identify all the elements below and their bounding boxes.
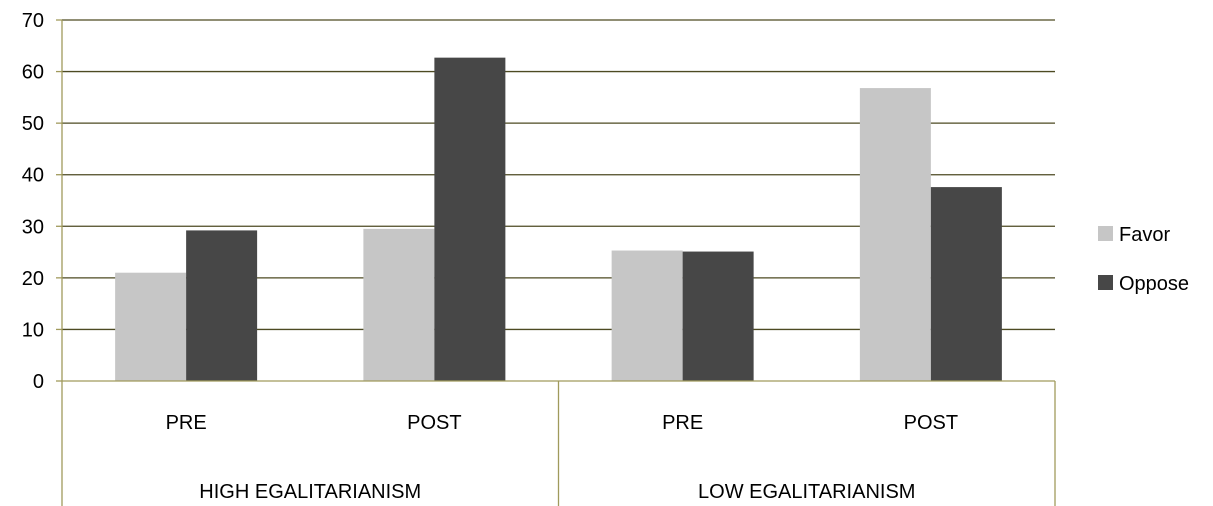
bar-favor-3 <box>611 250 683 381</box>
legend-label-oppose: Oppose <box>1119 273 1189 295</box>
y-tick-label: 50 <box>22 113 44 135</box>
x-category-label: PRE <box>662 412 703 434</box>
bar-oppose-4 <box>930 187 1002 381</box>
y-tick-label: 0 <box>33 371 44 393</box>
y-axis-tick-labels: 0 10 20 30 40 50 60 70 <box>22 10 44 393</box>
group-label: HIGH EGALITARIANISM <box>199 481 421 503</box>
axes <box>56 19 1056 506</box>
legend-swatch-oppose <box>1098 275 1113 290</box>
legend-label-favor: Favor <box>1119 224 1170 246</box>
y-tick-label: 30 <box>22 216 44 238</box>
x-category-label: POST <box>904 412 958 434</box>
legend-item-oppose[interactable]: Oppose <box>1098 273 1189 295</box>
y-tick-label: 70 <box>22 10 44 32</box>
y-tick-label: 20 <box>22 268 44 290</box>
bar-favor-2 <box>363 228 435 381</box>
group-label: LOW EGALITARIANISM <box>698 481 915 503</box>
y-tick-label: 10 <box>22 319 44 341</box>
bar-oppose-3 <box>682 251 754 381</box>
legend-item-favor[interactable]: Favor <box>1098 224 1170 246</box>
bar-favor-4 <box>859 88 931 382</box>
x-axis-category-labels: PRE POST PRE POST HIGH EGALITARIANISM LOW EGA… <box>166 412 959 503</box>
legend-swatch-favor <box>1098 226 1113 241</box>
x-category-label: PRE <box>166 412 207 434</box>
bar-oppose-2 <box>434 57 506 381</box>
y-tick-label: 40 <box>22 165 44 187</box>
y-tick-label: 60 <box>22 62 44 84</box>
bar-favor-1 <box>115 272 187 381</box>
x-category-label: POST <box>407 412 461 434</box>
bar-oppose-1 <box>186 230 258 381</box>
bars <box>115 57 1002 382</box>
legend[interactable]: Favor Oppose <box>1098 224 1189 295</box>
